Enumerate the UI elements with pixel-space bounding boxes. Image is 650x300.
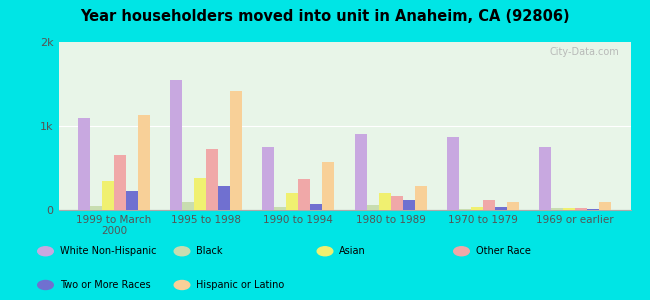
Bar xyxy=(355,134,367,210)
Text: Asian: Asian xyxy=(339,246,366,256)
Ellipse shape xyxy=(38,247,53,256)
Text: Black: Black xyxy=(196,246,223,256)
Bar xyxy=(587,209,599,210)
Bar xyxy=(495,208,507,210)
Bar xyxy=(206,149,218,210)
Bar xyxy=(194,178,206,210)
Bar xyxy=(310,204,322,210)
Ellipse shape xyxy=(317,247,333,256)
Bar xyxy=(322,162,334,210)
Bar xyxy=(539,147,551,210)
Bar xyxy=(563,208,575,210)
Text: White Non-Hispanic: White Non-Hispanic xyxy=(60,246,156,256)
Bar xyxy=(218,187,230,210)
Text: Other Race: Other Race xyxy=(476,246,530,256)
Bar xyxy=(263,147,274,210)
Bar xyxy=(182,202,194,210)
Bar xyxy=(507,202,519,210)
Bar xyxy=(415,186,426,210)
Bar xyxy=(447,137,459,210)
Bar xyxy=(230,91,242,210)
Ellipse shape xyxy=(174,247,190,256)
Bar xyxy=(287,193,298,210)
Ellipse shape xyxy=(174,280,190,290)
Text: Two or More Races: Two or More Races xyxy=(60,280,150,290)
Bar xyxy=(379,193,391,210)
Bar xyxy=(114,155,126,210)
Bar xyxy=(471,208,483,210)
Bar xyxy=(90,206,102,210)
Bar xyxy=(138,115,150,210)
Bar xyxy=(402,200,415,210)
Bar xyxy=(551,208,563,210)
Ellipse shape xyxy=(454,247,469,256)
Bar xyxy=(78,118,90,210)
Bar xyxy=(599,202,611,210)
Bar xyxy=(298,179,310,210)
Bar xyxy=(391,196,402,210)
Bar xyxy=(102,181,114,210)
Ellipse shape xyxy=(38,280,53,290)
Bar xyxy=(459,209,471,210)
Text: Year householders moved into unit in Anaheim, CA (92806): Year householders moved into unit in Ana… xyxy=(80,9,570,24)
Bar xyxy=(126,191,138,210)
Bar xyxy=(274,208,287,210)
Bar xyxy=(483,200,495,210)
Text: City-Data.com: City-Data.com xyxy=(549,47,619,57)
Bar xyxy=(575,208,587,210)
Bar xyxy=(367,205,379,210)
Text: Hispanic or Latino: Hispanic or Latino xyxy=(196,280,285,290)
Bar xyxy=(170,80,182,210)
